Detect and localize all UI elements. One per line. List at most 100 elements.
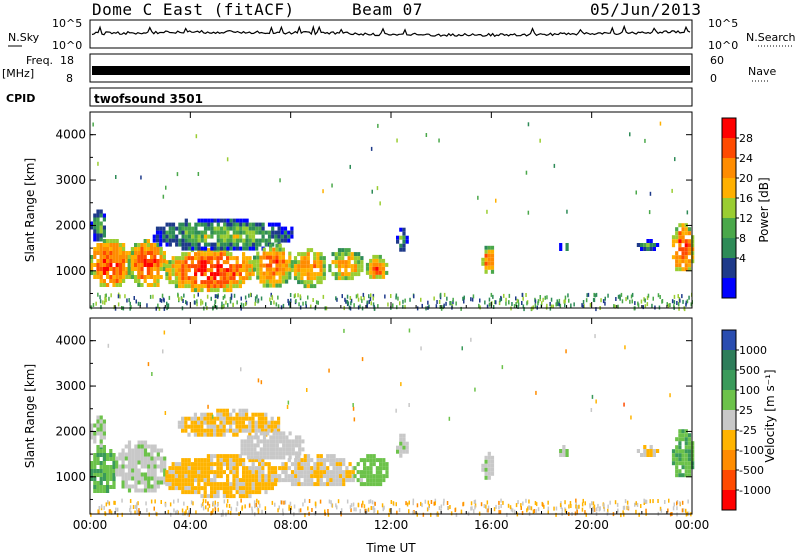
- power-cell: [248, 226, 252, 231]
- velocity-scatter-cell: [564, 500, 566, 505]
- velocity-cell: [171, 466, 175, 471]
- velocity-cell: [257, 420, 261, 425]
- noise-panel-frame: [89, 19, 693, 49]
- power-cell: [156, 275, 160, 279]
- power-cell: [226, 288, 230, 293]
- velocity-scatter-cell: [687, 499, 689, 504]
- velocity-cell: [174, 466, 178, 471]
- power-cell: [191, 242, 195, 247]
- power-cell: [226, 256, 230, 261]
- power-cell: [245, 276, 249, 281]
- power-cell: [245, 230, 249, 235]
- velocity-scatter-cell: [390, 500, 393, 504]
- power-scatter-cell: [297, 293, 299, 298]
- power-scatter-cell: [305, 304, 307, 309]
- power-cell: [288, 251, 292, 256]
- power-cell: [122, 243, 126, 247]
- power-cell: [159, 263, 163, 267]
- power-cell: [219, 256, 223, 261]
- power-cell: [93, 275, 97, 279]
- power-scatter-cell: [397, 296, 399, 301]
- power-cell: [372, 254, 376, 259]
- power-cell: [127, 255, 131, 259]
- power-cell: [235, 284, 239, 289]
- power-cell: [238, 276, 242, 281]
- velocity-cell: [319, 474, 323, 479]
- velocity-scatter-cell: [154, 499, 156, 504]
- velocity-scatter-cell: [462, 502, 464, 507]
- velocity-cell: [134, 484, 138, 489]
- power-scatter-cell: [631, 299, 633, 304]
- power-cell: [256, 259, 260, 264]
- velocity-cell: [197, 482, 201, 487]
- power-speckle: [165, 185, 167, 190]
- velocity-cell: [332, 478, 336, 483]
- power-cell: [140, 267, 144, 271]
- velocity-cell: [288, 455, 292, 460]
- power-cell: [184, 256, 188, 261]
- velocity-cell: [99, 489, 103, 493]
- velocity-cell: [219, 412, 223, 417]
- velocity-cell: [277, 428, 281, 433]
- velocity-cell: [235, 424, 239, 429]
- power-cell: [203, 264, 207, 269]
- velocity-scatter-cell: [422, 512, 425, 517]
- velocity-cell: [140, 488, 144, 493]
- power-cell: [222, 288, 226, 293]
- power-scatter-cell: [537, 301, 539, 306]
- velocity-scatter-cell: [177, 498, 179, 503]
- power-scatter-cell: [178, 297, 180, 302]
- velocity-cell: [310, 466, 314, 471]
- power-cell: [112, 239, 116, 243]
- velocity-scatter-cell: [251, 509, 254, 514]
- power-cell: [96, 271, 100, 275]
- power-cell: [112, 267, 116, 271]
- power-cell: [484, 265, 488, 270]
- power-cell: [171, 264, 175, 269]
- power-cell: [106, 283, 110, 287]
- velocity-cell: [210, 482, 214, 487]
- power-cell: [106, 271, 110, 275]
- velocity-cell: [313, 462, 317, 467]
- power-cell: [328, 268, 332, 273]
- power-cell: [159, 234, 163, 239]
- velocity-cell: [219, 454, 223, 459]
- velocity-scatter-cell: [682, 508, 685, 513]
- power-cell: [402, 235, 406, 240]
- power-cell: [402, 227, 406, 232]
- power-scatter-cell: [442, 305, 444, 310]
- power-cell: [259, 271, 263, 276]
- velocity-cell: [153, 456, 157, 461]
- power-cell: [143, 239, 147, 243]
- power-cell: [194, 234, 198, 239]
- velocity-scatter-cell: [398, 508, 401, 512]
- velocity-cell: [261, 416, 265, 421]
- velocity-cell: [194, 466, 198, 471]
- velocity-scatter-cell: [617, 508, 619, 513]
- date-title: 05/Jun/2013: [590, 0, 702, 19]
- velocity-cell: [484, 471, 488, 476]
- velocity-cell: [118, 452, 122, 457]
- power-scatter-cell: [249, 292, 252, 297]
- velocity-scatter-cell: [244, 504, 246, 509]
- velocity-scatter-cell: [564, 508, 567, 513]
- power-cell: [213, 284, 217, 289]
- power-cell: [235, 226, 240, 231]
- velocity-scatter-cell: [527, 506, 529, 511]
- velocity-echo-region: [165, 454, 281, 499]
- power-cell: [194, 268, 198, 273]
- power-cell: [200, 268, 204, 273]
- velocity-scatter-cell: [230, 506, 233, 511]
- velocity-cell: [118, 464, 122, 469]
- power-cell: [146, 271, 150, 275]
- velocity-cell: [210, 458, 214, 463]
- power-cell: [203, 242, 208, 247]
- velocity-scatter-cell: [438, 506, 441, 511]
- power-scatter-cell: [163, 298, 165, 303]
- velocity-scatter-cell: [138, 508, 140, 513]
- power-scatter-cell: [583, 304, 585, 309]
- velocity-cell: [121, 448, 125, 453]
- power-cell: [245, 260, 249, 265]
- power-cell: [239, 230, 243, 235]
- velocity-scatter-cell: [308, 499, 311, 503]
